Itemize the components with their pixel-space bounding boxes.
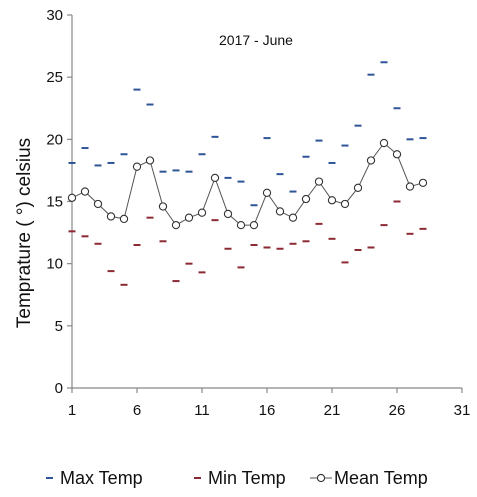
mean-temp-point (210, 173, 220, 183)
mean-temp-line (71, 142, 424, 226)
mean-temp-point (288, 213, 298, 222)
y-tick-label: 25 (46, 69, 63, 86)
mean-temp-point (301, 194, 311, 204)
x-tick-label: 21 (324, 402, 341, 419)
y-tick-label: 5 (55, 318, 63, 335)
mean-temp-point (379, 138, 389, 148)
y-tick-label: 0 (55, 380, 63, 397)
y-tick-label: 20 (46, 131, 63, 148)
y-axis-title: Temprature ( °) celsius (14, 138, 35, 328)
mean-temp-point (197, 208, 207, 217)
mean-temp-point (340, 199, 350, 209)
mean-temp-point (119, 214, 129, 224)
legend: Max Temp Min Temp Mean Temp (46, 468, 428, 488)
mean-temp-point (158, 202, 168, 211)
mean-temp-point (171, 220, 181, 230)
mean-temp-point (145, 156, 155, 165)
y-tick-label: 15 (46, 194, 63, 211)
y-tick-label: 30 (46, 7, 63, 24)
mean-temp-point (80, 187, 90, 196)
x-tick-label: 26 (389, 402, 406, 419)
x-tick-label: 11 (194, 402, 210, 419)
mean-temp-point (93, 199, 103, 209)
mean-temp-point (275, 207, 285, 216)
x-tick-label: 31 (454, 402, 471, 419)
x-tick-label: 1 (68, 402, 76, 419)
mean-temp-point (67, 193, 77, 202)
data-marks (67, 61, 428, 286)
mean-temp-point (249, 220, 259, 230)
legend-label-mean-temp: Mean Temp (334, 468, 428, 488)
x-tick-label: 6 (133, 402, 141, 419)
mean-temp-point (314, 177, 324, 186)
mean-temp-point (392, 150, 402, 159)
y-tick-label: 10 (46, 256, 63, 273)
mean-temp-point (262, 188, 272, 197)
legend-label-max-temp: Max Temp (60, 468, 143, 488)
mean-temp-point (366, 156, 376, 165)
chart-title: 2017 - June (219, 32, 293, 48)
mean-temp-point (184, 213, 194, 222)
mean-temp-point (353, 183, 363, 192)
legend-marker-mean-temp (316, 473, 326, 483)
mean-temp-point (236, 220, 246, 230)
mean-temp-point (223, 209, 233, 219)
legend-label-min-temp: Min Temp (208, 468, 286, 488)
x-tick-label: 16 (259, 402, 276, 419)
mean-temp-point (327, 196, 337, 205)
mean-temp-point (132, 162, 142, 171)
mean-temp-point (418, 178, 428, 187)
mean-temp-point (405, 182, 415, 191)
mean-temp-point (106, 212, 116, 221)
